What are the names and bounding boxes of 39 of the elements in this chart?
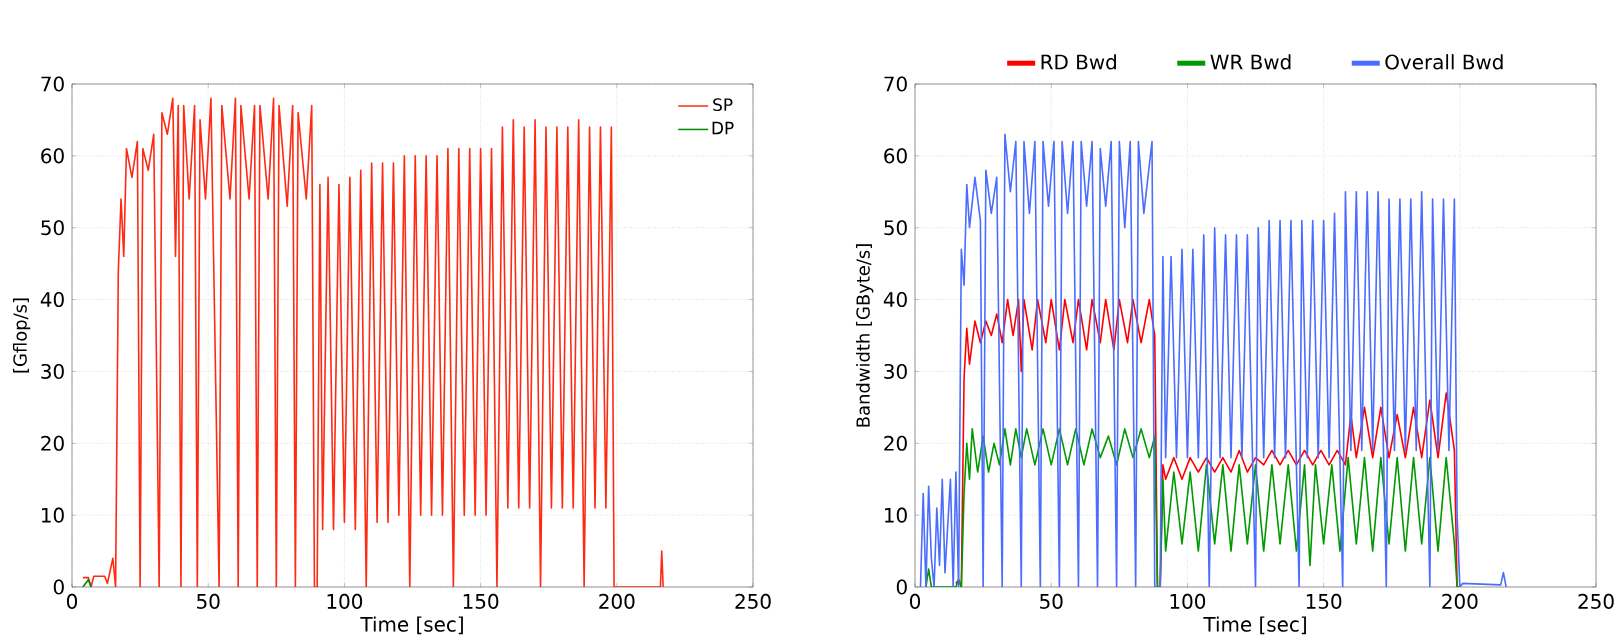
- x-tick-label: 0: [66, 593, 78, 609]
- y-tick-label: 10: [885, 507, 907, 523]
- y-tick-label: 70: [884, 76, 907, 92]
- y-axis-title: [Gflop/s]: [12, 298, 31, 373]
- y-tick-label: 50: [41, 220, 64, 236]
- x-tick-label: 200: [599, 593, 635, 609]
- y-tick-label: 20: [41, 435, 64, 451]
- y-tick-label: 60: [884, 148, 907, 164]
- legend-label: SP: [713, 98, 733, 112]
- legend-label: RD Bwd: [1041, 54, 1116, 70]
- x-tick-label: 0: [910, 593, 921, 609]
- y-tick-label: 20: [884, 435, 907, 451]
- y-tick-label: 50: [884, 220, 907, 236]
- x-tick-label: 250: [735, 593, 771, 609]
- x-tick-label: 100: [1170, 593, 1206, 609]
- line-series: [925, 428, 1461, 588]
- y-tick-label: 60: [41, 148, 64, 164]
- x-axis-title: Time [sec]: [1203, 616, 1306, 635]
- legend-label: Overall Bwd: [1385, 54, 1503, 70]
- y-tick-label: 40: [40, 292, 64, 308]
- x-tick-label: 50: [197, 593, 220, 609]
- x-tick-label: 50: [1040, 593, 1063, 609]
- x-tick-label: 250: [1578, 593, 1614, 609]
- y-tick-label: 10: [41, 507, 64, 523]
- y-tick-label: 70: [41, 76, 64, 92]
- legend-label: DP: [712, 121, 734, 135]
- y-axis-title: Bandwidth [GByte/s]: [855, 244, 874, 427]
- y-tick-label: 30: [41, 363, 64, 380]
- x-tick-label: 200: [1442, 593, 1478, 609]
- x-tick-label: 100: [327, 593, 363, 609]
- y-tick-label: 40: [883, 292, 907, 308]
- x-axis-title: Time [sec]: [360, 616, 463, 635]
- y-tick-label: 30: [884, 363, 907, 380]
- x-tick-label: 150: [1306, 593, 1342, 609]
- y-tick-label: 0: [53, 579, 64, 595]
- x-tick-label: 150: [463, 593, 499, 609]
- y-tick-label: 0: [896, 579, 907, 595]
- legend-label: WR Bwd: [1210, 54, 1291, 70]
- line-series: [919, 133, 1507, 588]
